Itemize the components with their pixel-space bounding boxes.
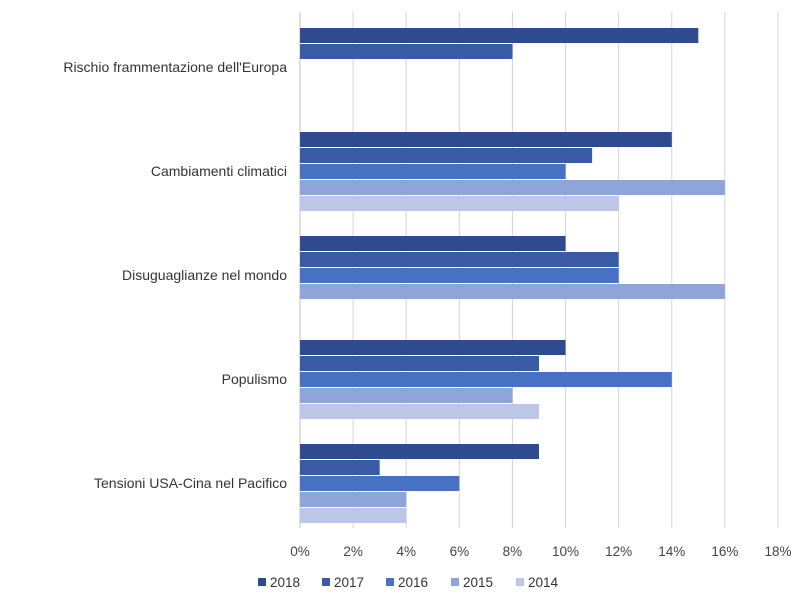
legend-label: 2014 (528, 575, 559, 590)
legend-label: 2015 (463, 575, 493, 590)
legend-swatch-2017 (322, 578, 330, 586)
bar-2015 (300, 492, 407, 507)
legend-swatch-2018 (258, 578, 266, 586)
x-tick-label: 16% (711, 544, 738, 559)
category-label: Disuguaglianze nel mondo (122, 267, 287, 283)
bar-2016 (300, 372, 672, 387)
x-tick-label: 6% (450, 544, 470, 559)
bar-2014 (300, 508, 407, 523)
x-tick-label: 18% (764, 544, 791, 559)
x-tick-label: 0% (290, 544, 310, 559)
x-tick-label: 14% (658, 544, 685, 559)
bar-2017 (300, 252, 619, 267)
bar-2016 (300, 476, 460, 491)
x-tick-label: 4% (396, 544, 416, 559)
category-label: Tensioni USA-Cina nel Pacifico (94, 475, 287, 491)
bar-2015 (300, 180, 725, 195)
bar-2017 (300, 460, 380, 475)
bar-2018 (300, 340, 566, 355)
legend-label: 2018 (270, 575, 300, 590)
legend-swatch-2015 (451, 578, 459, 586)
bar-2017 (300, 148, 593, 163)
legend-swatch-2016 (386, 578, 394, 586)
category-labels: Rischio frammentazione dell'Europa Cambia… (63, 59, 287, 491)
category-label: Cambiamenti climatici (151, 163, 287, 179)
x-tick-label: 8% (503, 544, 523, 559)
bar-2018 (300, 236, 566, 251)
bars (300, 28, 725, 523)
bar-2014 (300, 196, 619, 211)
category-label: Rischio frammentazione dell'Europa (63, 59, 287, 75)
bar-2015 (300, 284, 725, 299)
legend-label: 2017 (334, 575, 364, 590)
x-tick-label: 12% (605, 544, 632, 559)
legend: 2018 2017 2016 2015 2014 (258, 575, 559, 590)
category-label: Populismo (222, 371, 288, 387)
bar-2018 (300, 132, 672, 147)
bar-2015 (300, 388, 513, 403)
x-tick-label: 2% (343, 544, 363, 559)
bar-2017 (300, 44, 513, 59)
x-axis-ticks: 0% 2% 4% 6% 8% 10% 12% 14% 16% 18% (290, 544, 791, 559)
bar-2016 (300, 164, 566, 179)
bar-2014 (300, 404, 539, 419)
legend-swatch-2014 (516, 578, 524, 586)
bar-2018 (300, 28, 699, 43)
bar-2017 (300, 356, 539, 371)
bar-2018 (300, 444, 539, 459)
legend-label: 2016 (398, 575, 428, 590)
x-tick-label: 10% (552, 544, 579, 559)
bar-2016 (300, 268, 619, 283)
